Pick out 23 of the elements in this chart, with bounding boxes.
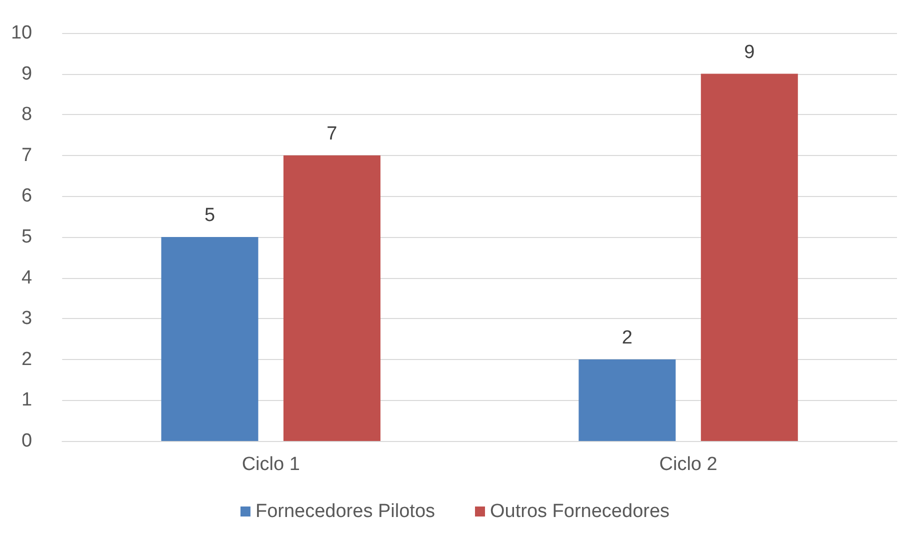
data-label: 2 bbox=[622, 327, 632, 348]
x-tick-label: Ciclo 1 bbox=[242, 454, 300, 475]
y-tick-label: 7 bbox=[22, 144, 32, 166]
bar bbox=[578, 359, 676, 441]
y-tick-label: 4 bbox=[22, 267, 33, 288]
y-tick-label: 9 bbox=[22, 63, 32, 84]
data-label: 5 bbox=[204, 205, 216, 226]
y-tick-label: 1 bbox=[22, 390, 32, 411]
data-label: 7 bbox=[326, 123, 338, 144]
bar bbox=[283, 155, 380, 441]
bar bbox=[700, 74, 798, 441]
y-tick-label: 5 bbox=[22, 226, 32, 248]
y-tick-label: 10 bbox=[10, 22, 32, 44]
data-label: 9 bbox=[744, 42, 755, 63]
y-tick-label: 6 bbox=[22, 186, 32, 207]
bar bbox=[161, 237, 258, 441]
y-tick-label: 8 bbox=[22, 104, 32, 126]
y-tick-label: 0 bbox=[22, 430, 32, 452]
y-tick-label: 2 bbox=[22, 348, 32, 370]
x-tick-label: Ciclo 2 bbox=[659, 454, 718, 475]
legend-label: Fornecedores Pilotos bbox=[255, 501, 436, 522]
y-tick-label: 3 bbox=[22, 308, 32, 330]
legend-label: Outros Fornecedores bbox=[490, 501, 670, 522]
